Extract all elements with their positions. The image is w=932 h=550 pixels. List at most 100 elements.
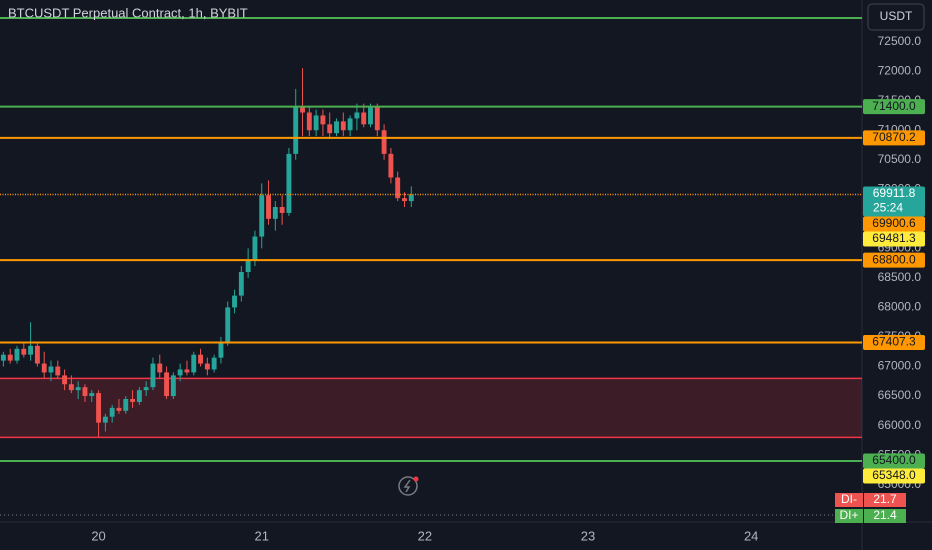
candle-body: [170, 375, 176, 397]
candle-body: [116, 407, 122, 411]
y-tick-label: 72500.0: [878, 34, 922, 48]
candle-body: [184, 369, 190, 373]
candle-body: [14, 348, 20, 361]
candle-body: [232, 295, 237, 308]
replay-icon[interactable]: [398, 476, 418, 496]
candle-body: [272, 207, 278, 219]
price-tag-label: 68800.0: [872, 252, 916, 266]
candle-body: [354, 112, 360, 119]
indicator-value-tag: [864, 493, 906, 507]
candle-body: [245, 260, 251, 272]
candle-body: [300, 106, 305, 113]
candle-body: [313, 115, 319, 131]
price-tag-label: 71400.0: [872, 99, 916, 113]
y-tick-label: 72000.0: [878, 63, 922, 77]
candle-body: [361, 112, 367, 125]
candle-body: [218, 342, 224, 358]
indicator-name: DI-: [841, 492, 857, 506]
x-tick-label: 20: [91, 528, 105, 543]
plot: [0, 17, 862, 463]
price-tag: [863, 468, 925, 484]
candle-body: [102, 416, 108, 423]
candle-body: [238, 272, 244, 296]
candle-body: [109, 407, 115, 417]
y-tick-label: 66500.0: [878, 388, 922, 402]
candle-body: [150, 363, 156, 388]
x-tick-label: 24: [744, 528, 758, 543]
candle-body: [198, 354, 203, 364]
candle-body: [82, 387, 88, 397]
indicator-value: 21.4: [873, 508, 897, 522]
price-tag-label: 69481.3: [872, 231, 916, 245]
candle-body: [34, 345, 40, 364]
candle-body: [211, 357, 217, 370]
price-tag: [863, 130, 925, 146]
candle-body: [279, 207, 285, 213]
price-tag-label: 69911.8: [873, 186, 916, 200]
price-countdown: 25:24: [873, 201, 903, 215]
candle-body: [368, 106, 373, 125]
candle-body: [334, 121, 339, 134]
price-tag: [863, 453, 925, 469]
candle-body: [143, 387, 149, 391]
replay-dot: [413, 476, 419, 482]
price-tag: [863, 252, 925, 268]
candle-body: [225, 307, 231, 343]
candle-body: [130, 399, 136, 402]
y-tick-label: 68000.0: [878, 300, 922, 314]
candle-body: [327, 124, 333, 134]
indicator-name-tag: [835, 493, 863, 507]
indicator-value: 21.7: [873, 492, 897, 506]
candle-body: [266, 195, 271, 219]
candle-body: [259, 195, 265, 237]
candle-body: [55, 366, 61, 376]
price-tag-label: 67407.3: [872, 335, 916, 349]
replay-icon-bolt: [403, 479, 411, 493]
indicator-name: DI+: [839, 508, 858, 522]
price-tag-label: 69900.6: [872, 216, 916, 230]
y-tick-label: 68500.0: [878, 270, 922, 284]
candle-body: [191, 354, 197, 373]
price-tag: [863, 99, 925, 115]
zone: [0, 378, 862, 438]
x-tick-label: 22: [418, 528, 432, 543]
candle-body: [164, 372, 170, 397]
candle-body: [402, 198, 407, 202]
candle-body: [157, 363, 163, 373]
candle-body: [252, 236, 258, 261]
candle-body: [177, 369, 183, 376]
candle-body: [306, 112, 312, 131]
candle-body: [136, 390, 142, 402]
candle-body: [374, 106, 380, 131]
candle-body: [204, 363, 210, 370]
candle-body: [89, 393, 95, 397]
chart-title: BTCUSDT Perpetual Contract, 1h, BYBIT: [8, 5, 248, 20]
candle-body: [340, 121, 346, 131]
candle-body: [347, 118, 353, 131]
y-tick-label: 66000.0: [878, 418, 922, 432]
currency-button[interactable]: [867, 3, 925, 31]
candle-body: [0, 354, 6, 361]
indicator-value-tag: [864, 509, 906, 523]
y-tick-label: 70500.0: [878, 152, 922, 166]
candle-body: [62, 375, 68, 385]
x-tick-label: 23: [581, 528, 595, 543]
candle-body: [286, 153, 292, 213]
x-tick-label: 21: [254, 528, 268, 543]
currency-label[interactable]: USDT: [880, 9, 913, 23]
price-tag-label: 65400.0: [872, 453, 916, 467]
candle-body: [68, 384, 74, 391]
y-tick-label: 67000.0: [878, 359, 922, 373]
candle-body: [395, 177, 401, 199]
candle-body: [41, 363, 47, 373]
candle-body: [320, 115, 326, 125]
candle-body: [388, 153, 394, 178]
candle-body: [21, 348, 27, 355]
price-tag: [863, 186, 925, 217]
candle-body: [28, 345, 34, 355]
candle-body: [96, 393, 102, 423]
candle-body: [75, 387, 81, 391]
candle-body: [48, 366, 54, 373]
